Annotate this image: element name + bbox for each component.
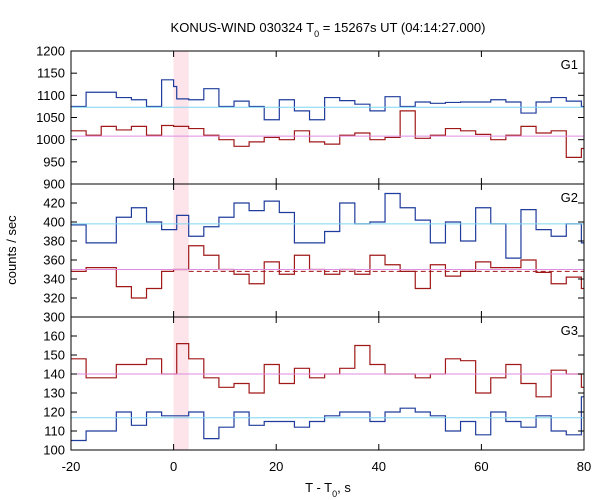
x-tick-label: 40 [372, 459, 386, 474]
x-tick-label: -20 [62, 459, 81, 474]
x-tick-label: 0 [170, 459, 177, 474]
y-tick-label: 420 [43, 196, 65, 211]
y-tick-label: 160 [43, 329, 65, 344]
panel-g1: 900 950 1000 1050 1100 1150 1200 G1 [36, 44, 585, 192]
x-axis-label: T - T0, s [305, 480, 351, 499]
panel-g1-series-blue_series [71, 79, 584, 121]
y-tick-label: 400 [43, 215, 65, 230]
y-tick-label: 110 [44, 424, 65, 439]
panel-g1-series-red_series [71, 110, 584, 158]
panel-g3-frame [70, 316, 585, 451]
y-tick-label: 1200 [36, 44, 65, 59]
panel-label: G2 [561, 190, 578, 205]
y-tick-label: 340 [43, 272, 65, 287]
y-tick-label: 360 [43, 253, 65, 268]
panel-g3-series-blue_series [71, 396, 584, 442]
panel-g2-series-blue_series [71, 192, 584, 259]
x-tick-label: 60 [474, 459, 488, 474]
x-tick-label: 20 [269, 459, 283, 474]
panel-g3-series-red_series [71, 343, 584, 398]
y-axis-label: counts / sec [4, 215, 19, 285]
y-tick-label: 1150 [37, 66, 65, 81]
y-tick-label: 120 [43, 405, 65, 420]
y-tick-label: 320 [43, 291, 65, 306]
y-tick-label: 100 [43, 443, 65, 458]
panel-g1-frame [70, 50, 585, 185]
y-tick-label: 950 [43, 154, 65, 169]
y-tick-label: 1100 [37, 88, 65, 103]
chart-title: KONUS-WIND 030324 T0 = 15267s UT (04:14:… [171, 20, 486, 39]
highlight-band [173, 51, 189, 450]
y-tick-label: 140 [43, 367, 65, 382]
panel-g2-series-red_series [71, 245, 584, 299]
y-tick-label: 130 [43, 386, 65, 401]
panel-label: G3 [561, 323, 578, 338]
y-tick-label: 1050 [36, 110, 65, 125]
y-tick-label: 1000 [36, 132, 65, 147]
y-tick-label: 380 [43, 234, 65, 249]
y-tick-label: 300 [43, 310, 65, 325]
y-tick-label: 150 [43, 348, 65, 363]
panel-g3: 100 110 120 130 140 150 160 G3 [43, 316, 585, 458]
y-tick-label: 900 [43, 177, 65, 192]
x-tick-label: 80 [577, 459, 591, 474]
panel-label: G1 [561, 57, 578, 72]
panel-g2-frame [70, 183, 585, 318]
panel-g2: 300 320 340 360 380 400 420 G2 [43, 183, 585, 325]
